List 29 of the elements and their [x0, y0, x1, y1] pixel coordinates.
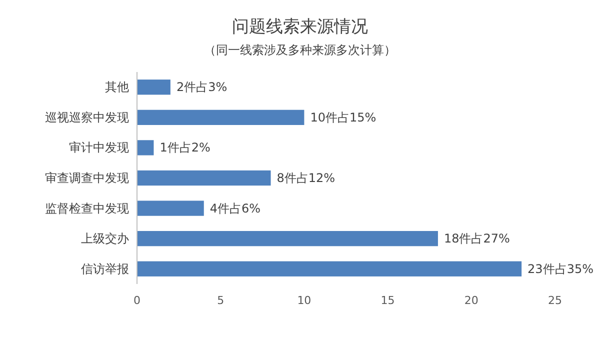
bar: [137, 80, 170, 95]
data-label: 8件占12%: [276, 171, 336, 185]
data-label: 18件占27%: [444, 232, 510, 246]
y-tick-label: 监督检查中发现: [45, 201, 129, 216]
y-tick-label: 巡视巡察中发现: [45, 110, 129, 124]
x-tick-label: 25: [548, 294, 562, 307]
x-tick-label: 0: [134, 294, 140, 307]
y-tick-label: 上级交办: [81, 232, 129, 246]
bar: [137, 261, 522, 276]
chart-subtitle: （同一线索涉及多种来源多次计算）: [204, 43, 396, 57]
chart-title: 问题线索来源情况: [232, 17, 368, 37]
data-label: 1件占2%: [160, 140, 210, 155]
x-tick-label: 5: [217, 294, 224, 307]
data-label: 23件占35%: [528, 262, 594, 276]
bar: [137, 140, 154, 156]
data-label: 10件占15%: [310, 110, 376, 124]
x-tick-label: 10: [297, 294, 312, 307]
data-label: 4件占6%: [210, 201, 261, 216]
x-tick-label: 20: [464, 294, 478, 307]
y-tick-label: 审计中发现: [69, 140, 129, 155]
y-tick-label: 其他: [105, 80, 129, 94]
x-tick-label: 15: [380, 294, 395, 307]
bar: [137, 170, 271, 186]
data-label: 2件占3%: [176, 80, 228, 94]
y-tick-label: 审查调查中发现: [45, 171, 129, 185]
y-tick-label: 信访举报: [81, 262, 129, 276]
bar: [137, 231, 438, 246]
bar: [137, 110, 304, 125]
bar: [137, 200, 204, 216]
